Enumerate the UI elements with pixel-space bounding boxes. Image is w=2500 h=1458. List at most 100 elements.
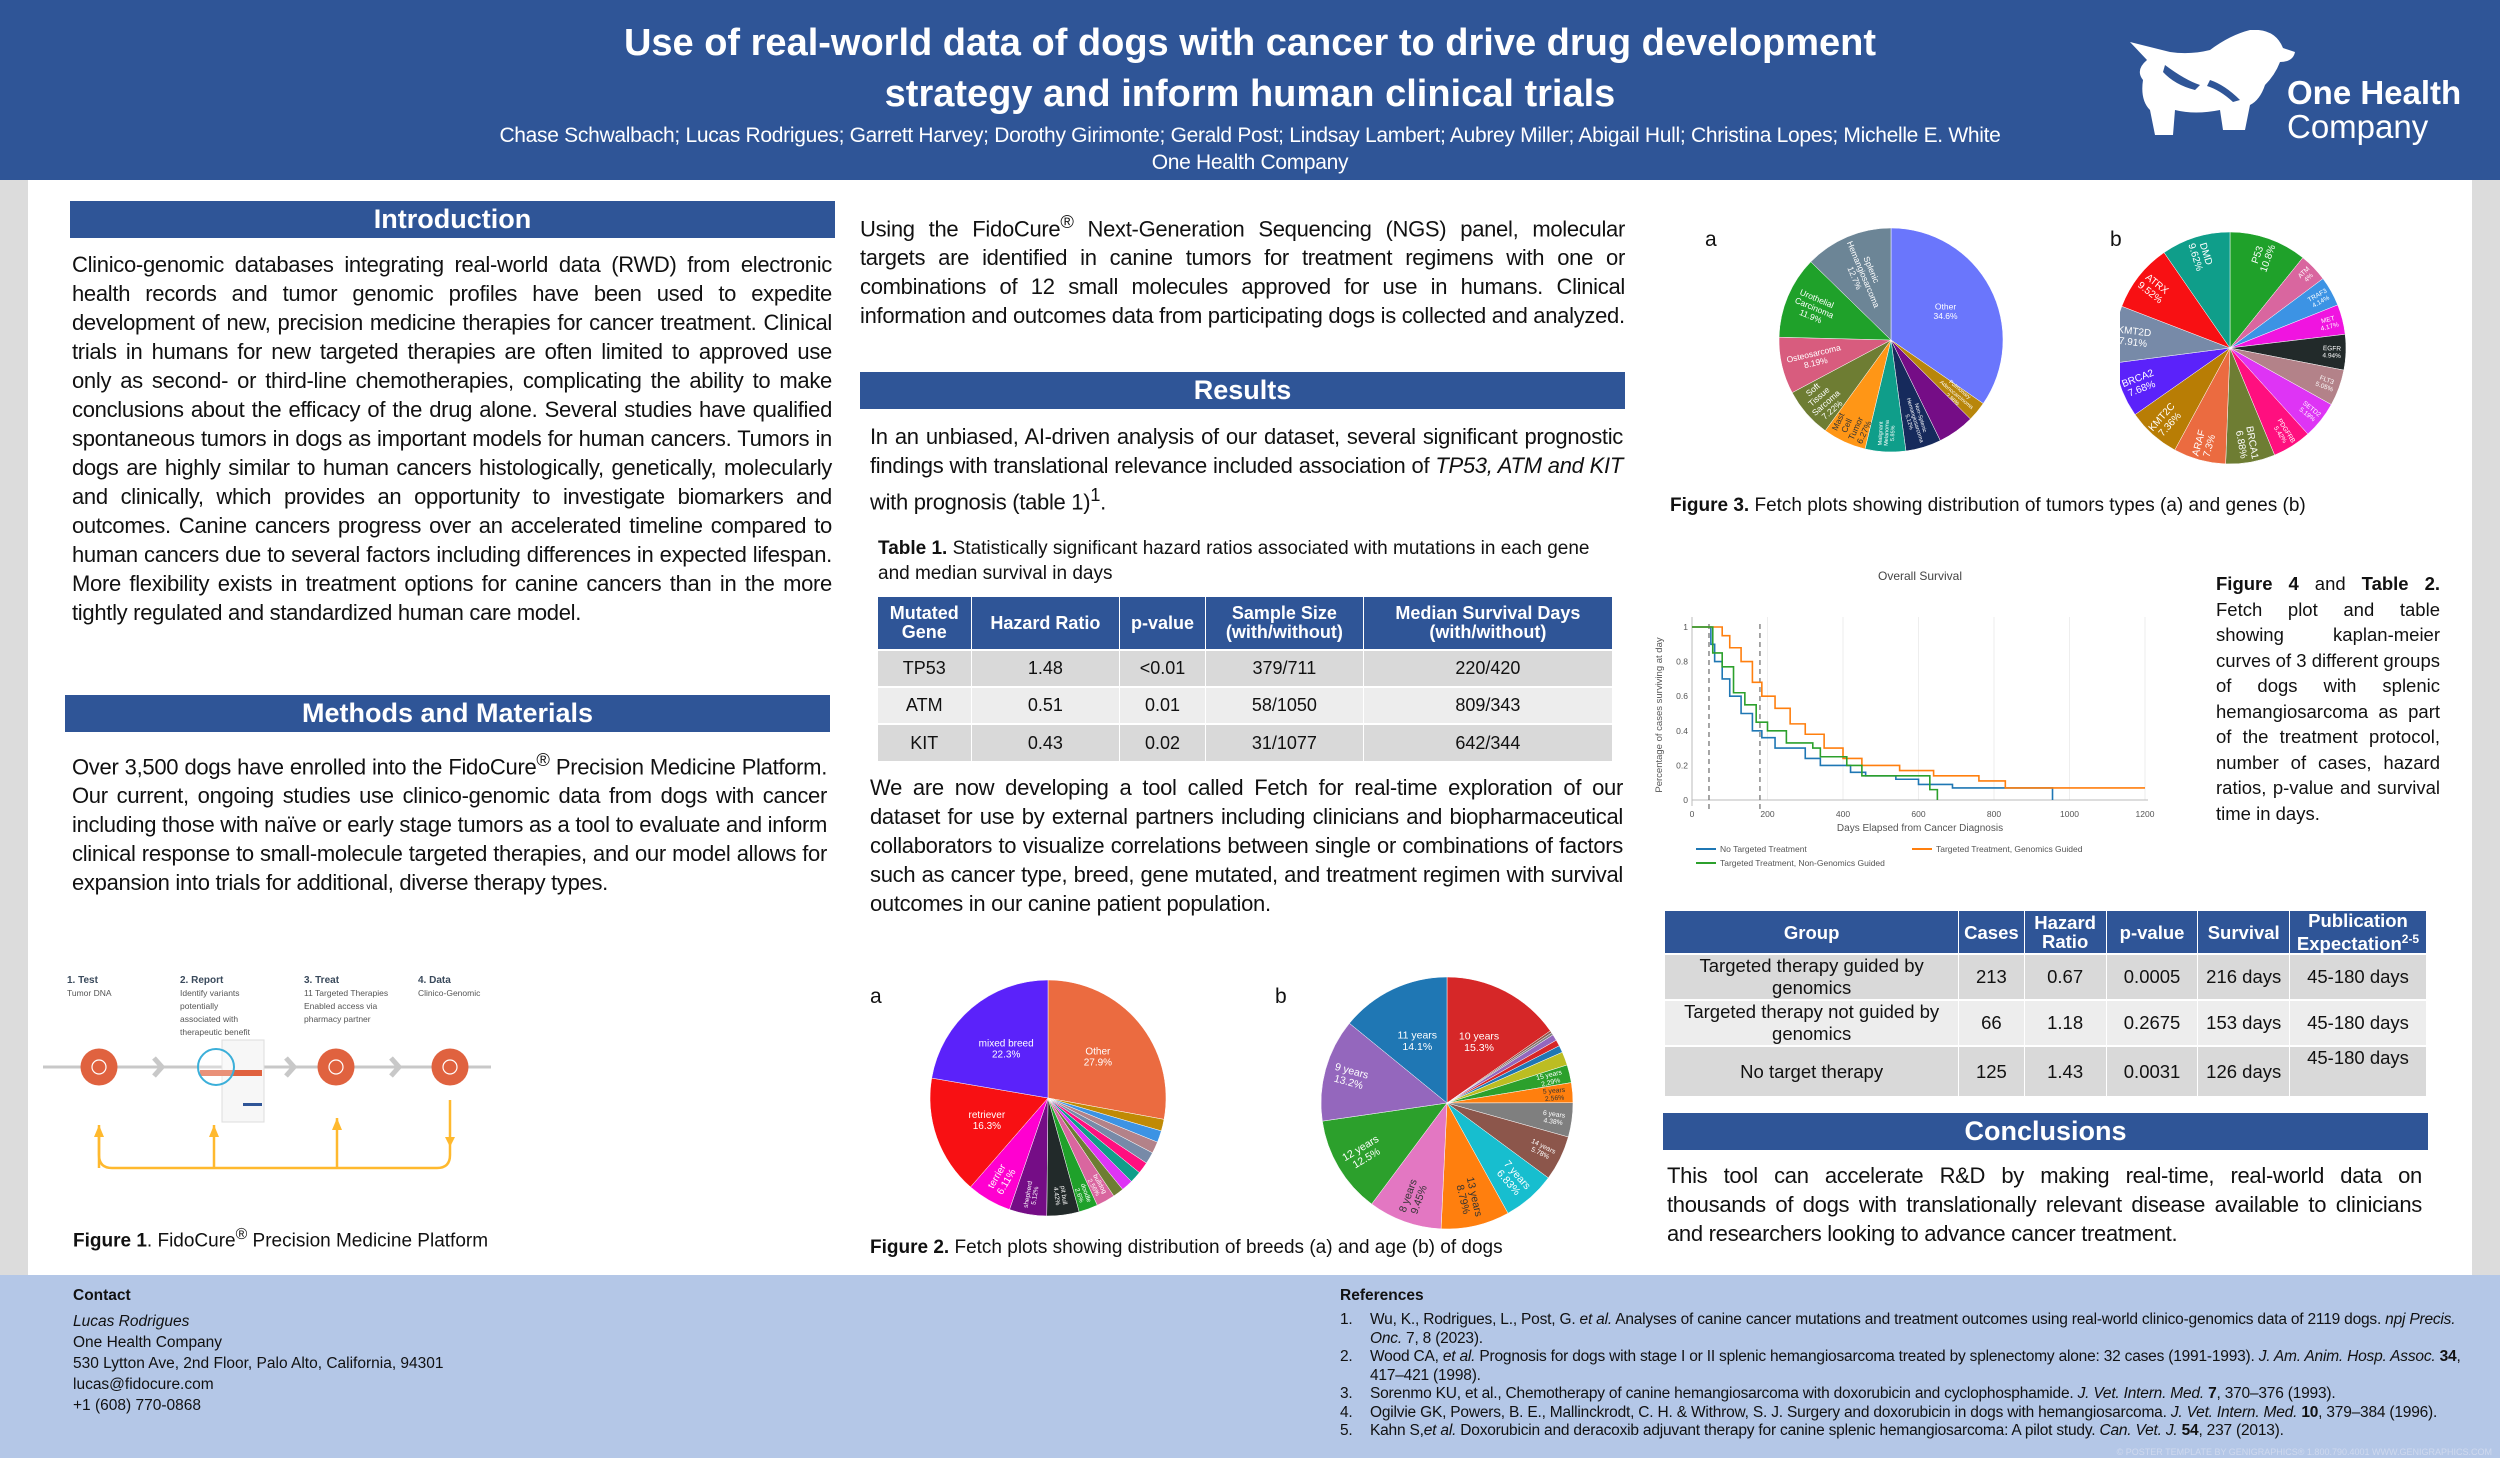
chevron-right-icon [389, 1056, 403, 1078]
slice-percent: 5.85% [1890, 425, 1897, 441]
slice-name-line: retriever [969, 1110, 1006, 1121]
pie-slice[interactable] [1810, 227, 1892, 341]
step-2: 2. Report Identify variants potentially ass… [180, 975, 251, 1086]
reference-item: 2. Wood CA, et al. Prognosis for dogs wit… [1340, 1348, 2490, 1385]
slice-name: retriever [969, 1110, 1006, 1121]
reference-item: 4. Ogilvie GK, Powers, B. E., Mallinckrod… [1340, 1404, 2490, 1423]
pie-slice[interactable] [2163, 231, 2231, 349]
step-description: associated with [180, 1014, 238, 1024]
table-2-header: Hazard Ratio [2024, 911, 2107, 955]
x-tick-label: 0 [1690, 809, 1695, 819]
slice-label: Other 27.9% [1084, 1046, 1112, 1068]
reference-number: 3. [1340, 1385, 1353, 1402]
chart-title: Overall Survival [1878, 569, 1962, 583]
pie-slice[interactable] [1322, 1102, 1448, 1205]
table-cell: Targeted therapy not guided by genomics [1665, 999, 1960, 1047]
slice-percent: 6.88% [2233, 430, 2249, 460]
slice-name: Malignant Melanoma [1878, 419, 1891, 446]
slice-label: 11 years 14.1% [1398, 1029, 1438, 1053]
legend-item[interactable]: Targeted Treatment, Genomics Guided [1912, 844, 2083, 854]
x-tick-label: 400 [1836, 809, 1850, 819]
table-row: Targeted therapy not guided by genomics 6… [1665, 999, 2427, 1047]
slice-label: Other 34.6% [1933, 302, 1958, 321]
icon-glyph [328, 1059, 344, 1075]
reference-text: Wu, K., Rodrigues, L., Post, G. et al. A… [1370, 1311, 2456, 1347]
table-cell: No target therapy [1665, 1045, 1960, 1097]
slice-label: Mast Cell Tumor6.27% [1829, 407, 1874, 445]
pie-slice[interactable] [1890, 227, 2004, 404]
table-row: No target therapy 125 1.43 0.0031 126 days 45… [1665, 1045, 2427, 1097]
contact-email-link[interactable]: lucas@fidocure.com [73, 1376, 214, 1393]
slice-name: mixed breed [979, 1038, 1034, 1049]
table-row: ATM 0.51 0.01 58/1050 809/343 [878, 686, 1614, 724]
slice-name-line: Other [1085, 1046, 1111, 1057]
table-row: KIT 0.43 0.02 31/1077 642/344 [878, 723, 1614, 761]
pie-slice[interactable] [1446, 976, 1551, 1104]
reference-text: Ogilvie GK, Powers, B. E., Mallinckrodt,… [1370, 1403, 2438, 1421]
table-cell: <0.01 [1119, 649, 1206, 687]
results-text-1: In an unbiased, AI-driven analysis of ou… [870, 424, 1623, 515]
slice-name-line: EGFR [2323, 345, 2342, 353]
survival-curve [1692, 626, 2054, 800]
results-text-2: We are now developing a tool called Fetc… [870, 775, 1623, 916]
step-3: 3. Treat 11 Targeted Therapies Enabled acc… [304, 975, 388, 1086]
slice-name-line: shepherd [1023, 1180, 1035, 1208]
table-cell: 45-180 days [2289, 999, 2427, 1047]
slice-name-line: Melanoma [1884, 419, 1891, 446]
slice-percent: 2.56% [1545, 1094, 1565, 1103]
table-1-header: Sample Size (with/without) [1205, 597, 1364, 650]
legend-label: Targeted Treatment, Genomics Guided [1936, 844, 2083, 854]
slice-name: pit bull [1059, 1186, 1068, 1206]
affiliation: One Health Company [1151, 151, 1349, 174]
footer: Contact Lucas Rodrigues One Health Compa… [0, 1275, 2500, 1458]
pie-slice[interactable] [1320, 1022, 1448, 1122]
x-tick-label: 1200 [2136, 809, 2155, 819]
pie-slice[interactable] [2229, 231, 2304, 349]
reference-item: 1. Wu, K., Rodrigues, L., Post, G. et al.… [1340, 1311, 2490, 1348]
tumor-type-pie-chart: Other 34.6%Pulmonary Adenocarcinoma2.86%N… [1778, 227, 2004, 453]
slice-name-line: 10 years [1459, 1030, 1499, 1042]
chevron-right-icon [152, 1056, 166, 1078]
step-title: 4. Data [418, 975, 451, 986]
y-tick-label: 1 [1683, 622, 1688, 632]
pie-slice[interactable] [1778, 261, 1892, 341]
legend-item[interactable]: Targeted Treatment, Non-Genomics Guided [1696, 858, 1885, 868]
table-2-header: p-value [2106, 911, 2199, 955]
slice-percent: 5.12% [1903, 414, 1913, 431]
slice-label: MET4.17% [2318, 314, 2340, 332]
slice-percent: 16.3% [973, 1121, 1001, 1132]
reference-item: 5. Kahn S,et al. Doxorubicin and deracoxi… [1340, 1422, 2490, 1441]
y-tick-label: 0.2 [1676, 760, 1688, 770]
pie-slice[interactable] [2120, 347, 2231, 415]
table-cell: 153 days [2197, 999, 2291, 1047]
table-cell: 0.01 [1119, 686, 1206, 724]
table-1-header: Median Survival Days (with/without) [1363, 597, 1614, 650]
arrow-up-icon [94, 1125, 104, 1137]
figure-2-label-b: b [1275, 985, 1287, 1008]
pie-slice[interactable] [1047, 979, 1167, 1120]
report-bar [243, 1103, 262, 1106]
pie-slice[interactable] [929, 1077, 1049, 1188]
feedback-loop [97, 1100, 452, 1170]
contact-block: Contact Lucas Rodrigues One Health Compa… [73, 1287, 444, 1414]
slice-percent: 4.17% [2320, 321, 2340, 332]
step-description: Enabled access via [304, 1001, 378, 1011]
x-tick-label: 600 [1911, 809, 1925, 819]
slice-name: EGFR [2323, 345, 2342, 353]
pie-slice[interactable] [1349, 976, 1448, 1104]
legend-item[interactable]: No Targeted Treatment [1696, 844, 1807, 854]
reference-text: Wood CA, et al. Prognosis for dogs with … [1370, 1348, 2461, 1384]
slice-label: mixed breed 22.3% [979, 1038, 1034, 1060]
table-2-header: Survival [2197, 911, 2291, 955]
section-header-introduction: Introduction [70, 201, 835, 238]
pie-slice[interactable] [931, 979, 1049, 1099]
slice-name: 6 years [1542, 1110, 1566, 1120]
table-cell: 642/344 [1363, 723, 1614, 761]
table-cell: 0.0005 [2106, 953, 2199, 1001]
step-title: 1. Test [67, 975, 99, 986]
slice-label: pit bull4.42% [1052, 1186, 1069, 1207]
watermark: © POSTER TEMPLATE BY GENIGRAPHICS® 1.800… [2116, 1447, 2492, 1457]
reference-number: 2. [1340, 1348, 1353, 1365]
slice-name: KMT2D [2120, 324, 2152, 339]
step-description: pharmacy partner [304, 1014, 371, 1024]
